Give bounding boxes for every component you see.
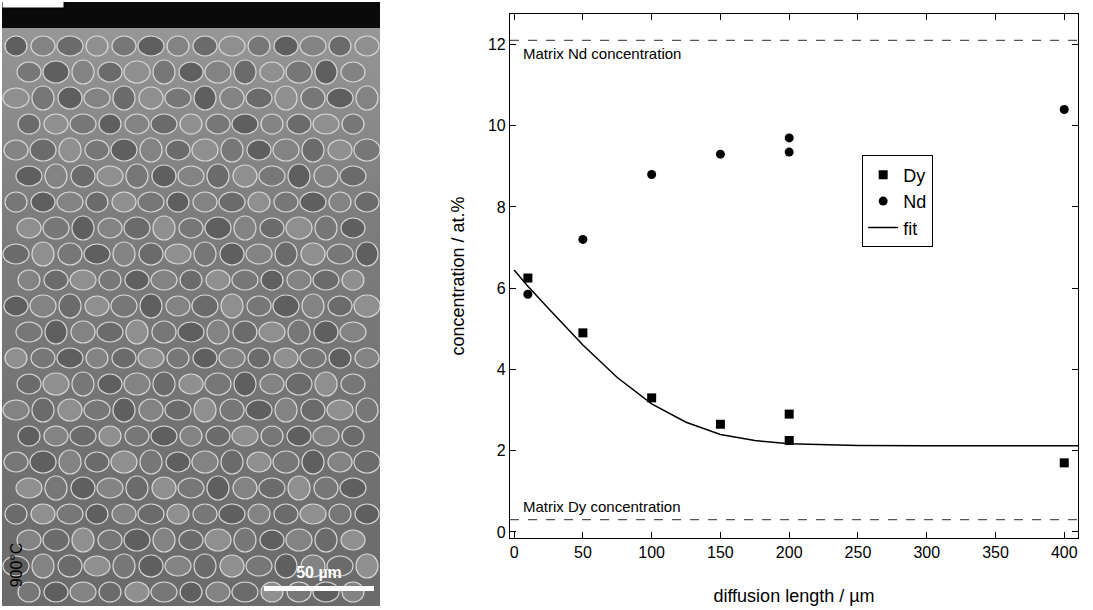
svg-text:0: 0 — [497, 524, 506, 541]
svg-text:250: 250 — [845, 544, 872, 561]
svg-text:2: 2 — [497, 442, 506, 459]
svg-text:Matrix Nd concentration: Matrix Nd concentration — [523, 45, 681, 62]
svg-text:900°C: 900°C — [8, 543, 25, 588]
svg-text:6: 6 — [497, 280, 506, 297]
svg-text:Nd: Nd — [903, 192, 926, 212]
svg-text:400: 400 — [1051, 544, 1078, 561]
svg-text:10: 10 — [488, 117, 506, 134]
svg-text:300: 300 — [913, 544, 940, 561]
svg-text:Matrix Dy concentration: Matrix Dy concentration — [523, 498, 681, 515]
svg-text:150: 150 — [707, 544, 734, 561]
svg-text:200: 200 — [776, 544, 803, 561]
svg-text:350: 350 — [982, 544, 1009, 561]
svg-text:100: 100 — [638, 544, 665, 561]
svg-text:50 µm: 50 µm — [296, 564, 342, 581]
svg-text:Dy: Dy — [903, 166, 925, 186]
svg-text:0: 0 — [510, 544, 519, 561]
svg-text:12: 12 — [488, 36, 506, 53]
svg-text:8: 8 — [497, 199, 506, 216]
svg-text:diffusion length / µm: diffusion length / µm — [713, 586, 874, 606]
svg-text:concentration / at.%: concentration / at.% — [448, 196, 468, 355]
svg-text:4: 4 — [497, 361, 506, 378]
svg-text:fit: fit — [903, 219, 917, 239]
svg-text:50: 50 — [574, 544, 592, 561]
